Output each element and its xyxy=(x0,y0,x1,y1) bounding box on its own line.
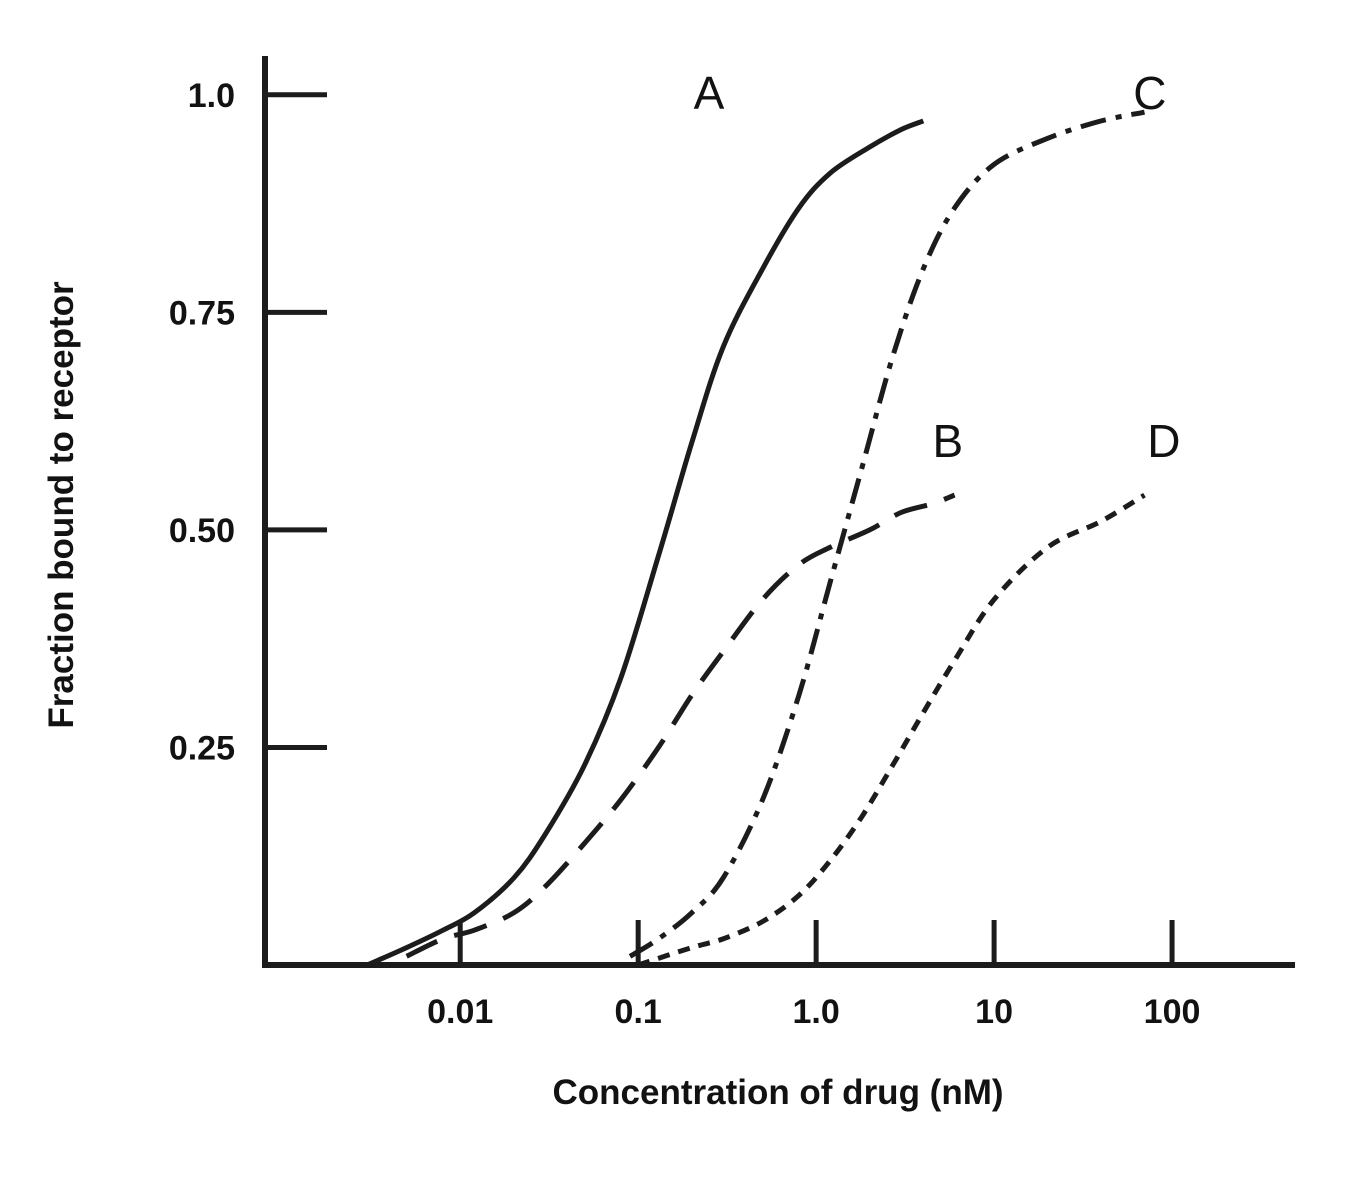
x-tick-label: 0.01 xyxy=(427,993,493,1031)
x-tick-label: 10 xyxy=(975,993,1013,1031)
y-tick-label: 0.75 xyxy=(169,294,235,332)
x-axis-title: Concentration of drug (nM) xyxy=(552,1073,1004,1112)
series-C-curve xyxy=(628,109,1146,959)
series-B-curve xyxy=(405,492,956,959)
y-tick-label: 0.50 xyxy=(169,512,235,550)
y-axis-title: Fraction bound to receptor xyxy=(42,281,81,729)
x-tick-label: 0.1 xyxy=(615,993,662,1031)
y-tick-label: 1.0 xyxy=(188,77,235,115)
x-tick-label: 1.0 xyxy=(792,993,839,1031)
series-D-curve xyxy=(637,492,1146,968)
y-tick-label: 0.25 xyxy=(169,729,235,767)
series-A-curve xyxy=(366,118,925,968)
x-tick-label: 100 xyxy=(1144,993,1201,1031)
series-B-label: B xyxy=(933,415,964,467)
series-C-label: C xyxy=(1133,67,1166,119)
series-D-label: D xyxy=(1147,415,1180,467)
series-A-label: A xyxy=(694,67,725,119)
